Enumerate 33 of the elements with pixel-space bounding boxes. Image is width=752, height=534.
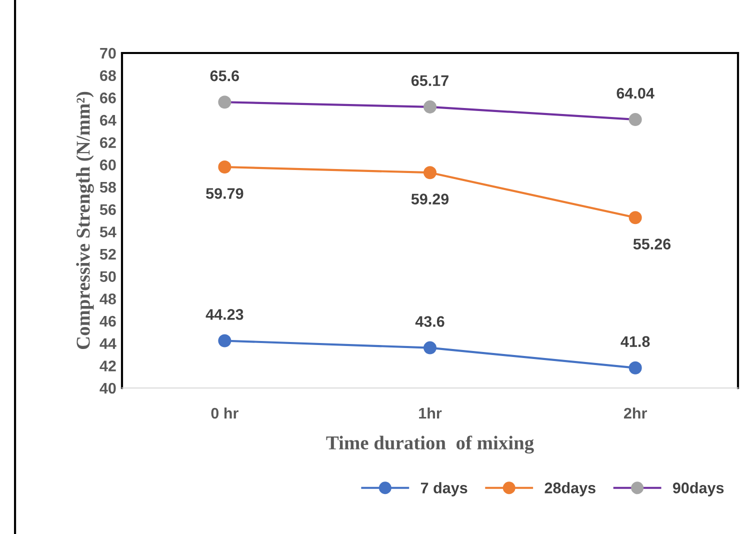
- y-tick-label: 66: [100, 92, 116, 104]
- y-tick-label: 40: [100, 382, 116, 394]
- y-tick-label: 48: [100, 294, 116, 304]
- y-tick-label: 44: [100, 338, 116, 349]
- y-tick-label: 58: [100, 182, 116, 193]
- x-tick-label: 2hr: [624, 407, 647, 419]
- y-tick-label: 60: [100, 160, 116, 170]
- y-tick-label: 50: [100, 271, 116, 282]
- y-tick-label: 42: [100, 360, 116, 372]
- data-label: 43.6: [415, 316, 444, 327]
- x-tick-label: 0 hr: [211, 407, 238, 419]
- legend-label: 28days: [544, 482, 596, 496]
- x-axis-title: Time duration of mixing: [326, 436, 534, 454]
- data-label: 64.04: [616, 88, 654, 99]
- legend-label: 7 days: [420, 482, 468, 496]
- y-tick-label: 70: [100, 48, 116, 59]
- y-tick-label: 56: [100, 204, 116, 216]
- data-label: 65.6: [210, 70, 239, 82]
- legend-label: 90days: [672, 482, 724, 496]
- y-axis-title: Compressive Strength (N/mm²): [76, 92, 94, 350]
- y-tick-label: 62: [100, 137, 116, 148]
- y-tick-label: 52: [100, 248, 116, 260]
- data-label: 41.8: [620, 336, 650, 347]
- y-tick-label: 46: [100, 316, 116, 327]
- data-label: 44.23: [206, 309, 244, 320]
- data-label: 65.17: [411, 75, 448, 86]
- y-tick-label: 54: [100, 226, 116, 238]
- data-label: 55.26: [633, 238, 671, 250]
- x-tick-label: 1hr: [419, 407, 442, 419]
- data-label: 59.29: [411, 194, 449, 204]
- y-tick-label: 68: [100, 70, 116, 82]
- data-label: 59.79: [206, 188, 244, 199]
- y-tick-label: 64: [100, 114, 116, 126]
